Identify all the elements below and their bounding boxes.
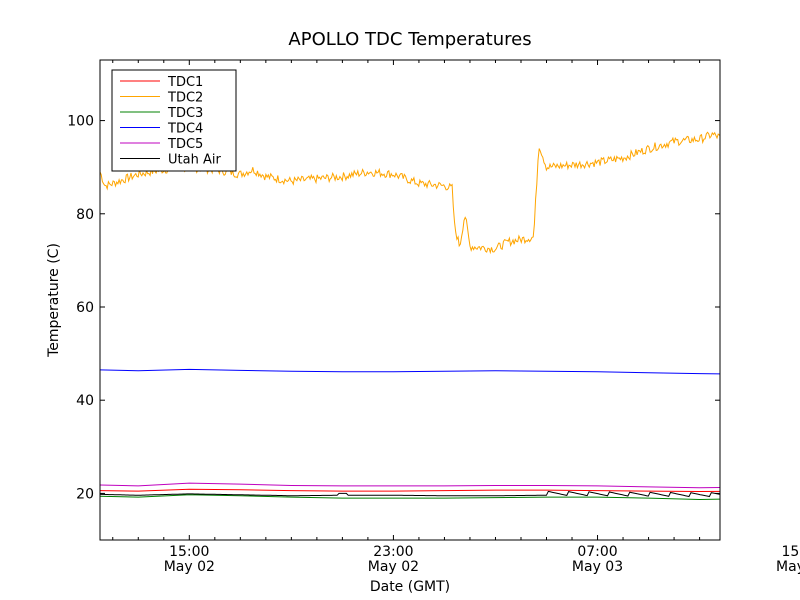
x-tick-label-time: 23:00 (373, 544, 413, 560)
x-tick-label-time: 07:00 (577, 544, 617, 560)
x-tick-label-date: May 02 (164, 559, 215, 575)
legend-label-tdc2: TDC2 (167, 91, 203, 106)
y-axis-label: Temperature (C) (46, 243, 62, 358)
legend-label-tdc1: TDC1 (167, 75, 203, 90)
series-line-tdc3 (100, 494, 720, 501)
y-tick-label: 20 (76, 486, 94, 502)
x-tick-label-date: May 03 (572, 559, 623, 575)
chart-title: APOLLO TDC Temperatures (288, 29, 531, 50)
legend-label-tdc5: TDC5 (167, 137, 203, 152)
x-axis-label: Date (GMT) (370, 579, 450, 595)
x-tick-label-date: May 03 (776, 559, 800, 575)
x-tick-label-time: 15:00 (781, 544, 800, 560)
series-line-tdc5 (100, 482, 720, 489)
series-line-tdc1 (100, 488, 720, 493)
plot-frame (99, 59, 721, 541)
plot-series-group (100, 131, 720, 501)
y-tick-label: 100 (67, 114, 94, 130)
legend-label-tdc4: TDC4 (167, 122, 203, 137)
legend-box (111, 69, 237, 172)
series-line-utah-air (100, 490, 720, 498)
y-tick-label: 60 (76, 300, 94, 316)
x-tick-label-date: May 02 (368, 559, 419, 575)
y-tick-label: 80 (76, 207, 94, 223)
x-tick-label-time: 15:00 (169, 544, 209, 560)
series-line-tdc4 (100, 368, 720, 375)
legend-label-utah-air: Utah Air (168, 153, 221, 168)
series-line-tdc2 (100, 131, 720, 255)
legend-label-tdc3: TDC3 (167, 106, 203, 121)
y-tick-label: 40 (76, 393, 94, 409)
